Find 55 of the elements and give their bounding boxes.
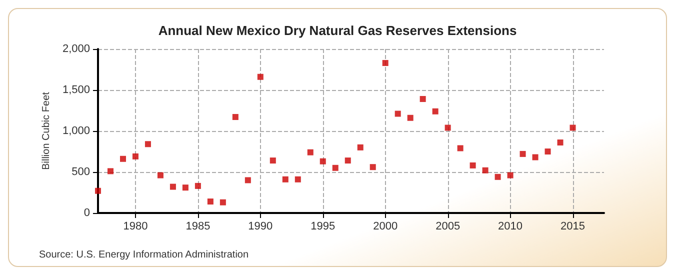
point [170, 184, 176, 190]
x-tick-label: 1985 [186, 220, 210, 232]
x-tick-label: 2010 [498, 220, 523, 232]
point [244, 177, 251, 184]
point [107, 168, 114, 174]
point [420, 96, 426, 102]
point [357, 144, 364, 150]
point [570, 124, 576, 131]
point [320, 158, 326, 164]
y-tick-label: 500 [72, 166, 90, 178]
chart-title: Annual New Mexico Dry Natural Gas Reserves Extensions [158, 23, 517, 38]
x-tick-label: 1980 [123, 220, 148, 232]
point [382, 60, 388, 66]
source-note: Source: U.S. Energy Information Administration [39, 250, 249, 260]
point [120, 156, 126, 162]
point [294, 176, 301, 182]
point [344, 158, 351, 164]
point [270, 158, 276, 164]
point [394, 110, 401, 117]
y-tick-label: 0 [84, 207, 90, 219]
y-tick-label: 1,000 [62, 125, 90, 137]
point [507, 172, 514, 178]
point [232, 114, 238, 120]
point [95, 188, 101, 194]
point [432, 108, 438, 114]
point [457, 145, 464, 152]
point [470, 162, 476, 168]
point [370, 164, 376, 170]
x-tick-label: 2005 [436, 220, 460, 232]
point [157, 172, 164, 178]
point [482, 167, 488, 174]
x-tick-label: 1995 [310, 220, 336, 232]
point [520, 150, 526, 157]
y-axis-title: Billion Cubic Feet [41, 92, 52, 170]
point [282, 176, 288, 182]
x-tick-label: 2015 [560, 220, 586, 232]
point [332, 164, 338, 171]
point [194, 182, 201, 189]
point [444, 124, 451, 131]
point [544, 148, 551, 154]
point [182, 184, 188, 191]
point [532, 154, 538, 160]
point [557, 139, 564, 146]
point [257, 74, 264, 80]
point [144, 141, 151, 148]
y-tick-label: 2,000 [62, 43, 90, 55]
y-tick-label: 1,500 [62, 84, 90, 96]
point [132, 153, 138, 160]
point [494, 174, 501, 180]
x-tick-label: 1990 [248, 220, 273, 232]
point [220, 199, 226, 206]
point [307, 149, 314, 156]
point [207, 198, 214, 205]
x-tick-label: 2000 [373, 220, 398, 232]
point [407, 114, 414, 121]
